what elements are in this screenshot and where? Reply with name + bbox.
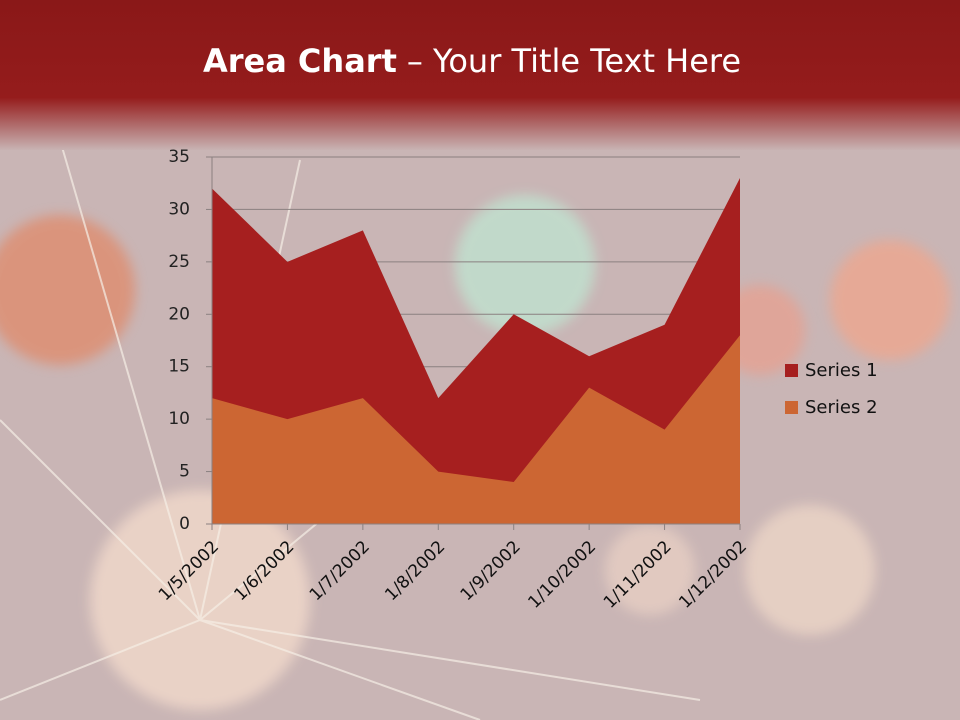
area [212, 335, 740, 524]
y-tick-label: 30 [168, 199, 190, 219]
y-tick-label: 20 [168, 304, 190, 324]
title-text: – Your Title Text Here [407, 42, 741, 80]
slide-title: Area Chart – Your Title Text Here [203, 42, 741, 80]
legend-swatch [785, 401, 798, 414]
legend-label: Series 2 [805, 397, 878, 418]
legend-swatch [785, 364, 798, 377]
legend-label: Series 1 [805, 360, 878, 381]
y-tick-label: 0 [179, 514, 190, 534]
y-tick-label: 15 [168, 357, 190, 377]
y-tick-label: 5 [179, 462, 190, 482]
header-band [0, 0, 960, 150]
y-tick-label: 25 [168, 252, 190, 272]
bokeh [0, 195, 950, 710]
y-tick-label: 35 [168, 147, 190, 167]
title-bold: Area Chart [203, 42, 397, 80]
y-tick-label: 10 [168, 409, 190, 429]
